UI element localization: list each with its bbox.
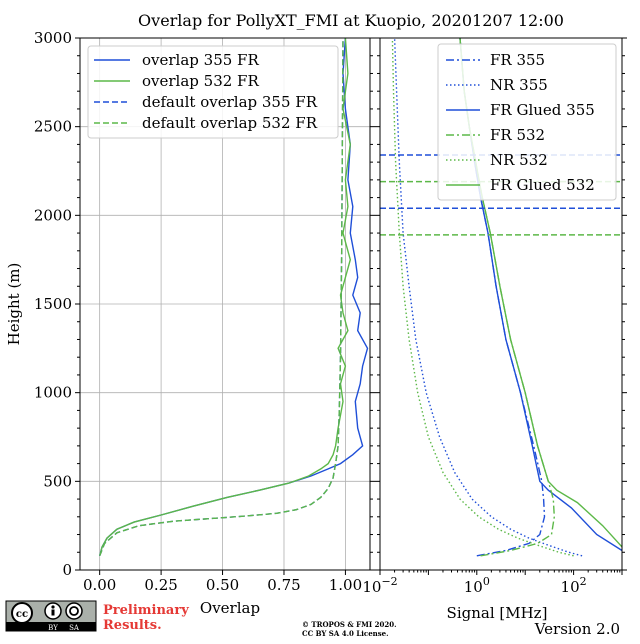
signal-legend-label: NR 355 xyxy=(490,76,548,94)
overlap-ytick-label: 1000 xyxy=(34,384,72,402)
overlap-ytick-label: 0 xyxy=(62,561,72,579)
signal-xtick-label: 10−2 xyxy=(362,575,397,596)
license-badge-strip xyxy=(6,622,96,631)
signal-xtick-label: 102 xyxy=(561,575,587,596)
overlap-xtick-label: 0.25 xyxy=(144,576,177,594)
signal-xtick-exponent: −2 xyxy=(381,575,397,588)
figure-title: Overlap for PollyXT_FMI at Kuopio, 20201… xyxy=(138,11,564,30)
svg-text:cc: cc xyxy=(16,609,28,620)
signal-legend-label: FR 532 xyxy=(490,126,545,144)
version-label: Version 2.0 xyxy=(534,620,620,638)
signal-legend-label: NR 532 xyxy=(490,151,548,169)
copyright-line1: © TROPOS & FMI 2020. xyxy=(302,620,397,629)
overlap-series-line xyxy=(99,38,352,556)
signal-legend-box xyxy=(437,43,617,201)
overlap-xaxis-label: Overlap xyxy=(200,599,260,617)
overlap-legend-label: default overlap 532 FR xyxy=(142,114,318,132)
preliminary-text-line2: Results. xyxy=(103,618,162,633)
overlap-legend-label: default overlap 355 FR xyxy=(142,93,318,111)
overlap-ytick-label: 2500 xyxy=(34,118,72,136)
overlap-xtick-label: 0.00 xyxy=(83,576,116,594)
signal-legend-label: FR Glued 355 xyxy=(490,101,595,119)
signal-xtick-label: 100 xyxy=(464,575,490,596)
overlap-yaxis-label: Height (m) xyxy=(5,263,23,346)
overlap-xtick-label: 1.00 xyxy=(329,576,362,594)
overlap-series-line xyxy=(99,38,344,557)
signal-xaxis-label: Signal [MHz] xyxy=(447,604,548,622)
signal-xtick-exponent: 0 xyxy=(483,575,490,588)
signal-legend: FR 355 NR 355 FR Glued 355 FR 532 NR 532 FR G… xyxy=(437,43,617,201)
copyright-line2: CC BY SA 4.0 License. xyxy=(302,629,389,638)
signal-legend-label: FR 355 xyxy=(490,51,545,69)
signal-plot: 10−2 100 102 Signal [MHz] FR 355 NR 355 FR Glu… xyxy=(362,37,627,622)
preliminary-text-line1: Preliminary xyxy=(103,603,189,618)
signal-legend-label: FR Glued 532 xyxy=(490,176,595,194)
overlap-ytick-label: 1500 xyxy=(34,295,72,313)
license-badge-by: BY xyxy=(48,624,58,632)
overlap-plot: 0.00 0.25 0.50 0.75 1.00 0 500 1000 1500 2000 2500… xyxy=(5,29,375,617)
overlap-ytick-label: 3000 xyxy=(34,29,72,47)
signal-series-line xyxy=(393,38,583,557)
signal-series-line xyxy=(391,38,574,557)
overlap-series-group xyxy=(99,38,369,557)
overlap-legend-label: overlap 355 FR xyxy=(142,51,259,69)
signal-xtick-exponent: 2 xyxy=(580,575,587,588)
overlap-legend-label: overlap 532 FR xyxy=(142,72,259,90)
overlap-xtick-label: 0.50 xyxy=(206,576,239,594)
overlap-legend: overlap 355 FR overlap 532 FR default over… xyxy=(87,45,339,139)
license-badge: cc BY SA xyxy=(5,600,97,632)
overlap-ytick-label: 500 xyxy=(43,472,72,490)
overlap-ytick-label: 2000 xyxy=(34,206,72,224)
overlap-xtick-label: 0.75 xyxy=(267,576,300,594)
overlap-legend-box xyxy=(87,45,339,139)
cc-by-sa-icon: cc xyxy=(11,602,83,624)
license-badge-sa: SA xyxy=(69,624,80,632)
